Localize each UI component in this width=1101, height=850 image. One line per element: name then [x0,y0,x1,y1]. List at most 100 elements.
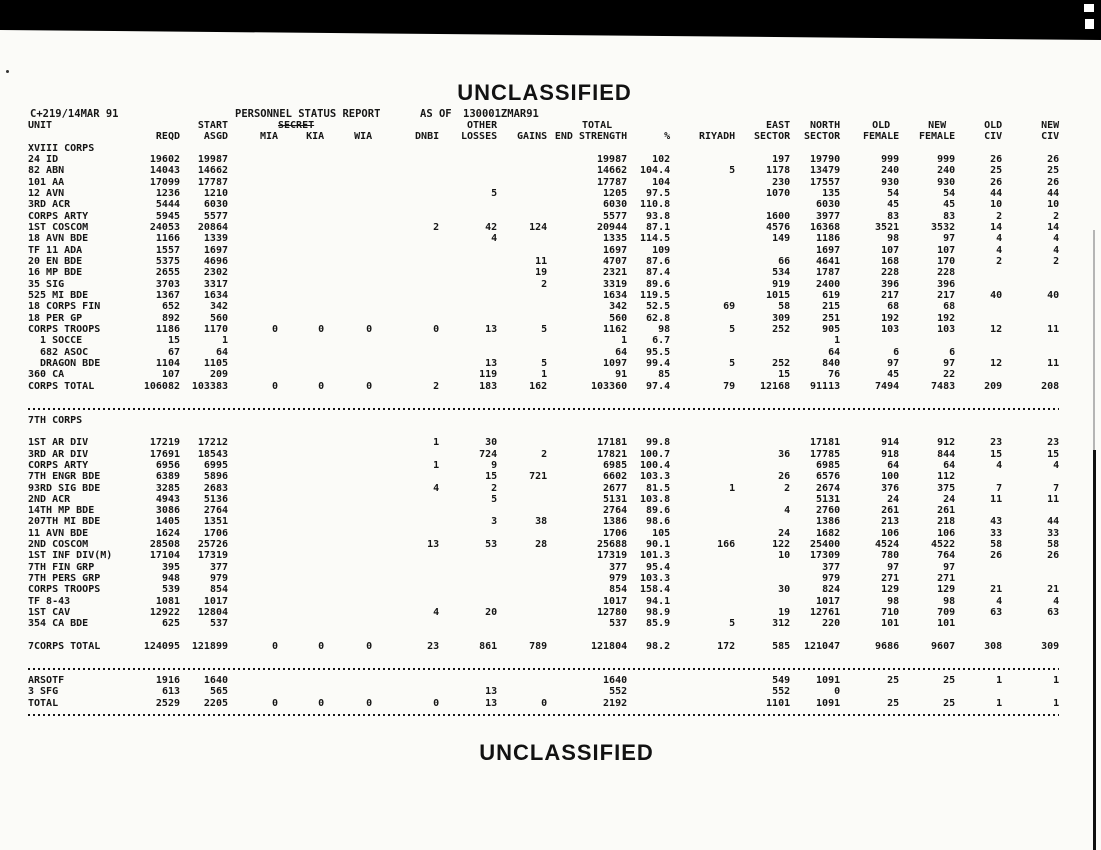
cell-losses: 119 [479,369,498,381]
cell-reqd: 107 [161,369,180,381]
cell-mia [228,290,278,301]
report-title: PERSONNEL STATUS REPORT [235,108,381,120]
cell-oldf: 83 [887,210,900,222]
cell-end: 2677 [603,482,628,494]
cell-newciv: 11 [1047,323,1060,335]
col-header-kia: KIA [306,131,325,143]
cell-pct: 109 [652,244,671,256]
cell-unit: 35 SIG [28,278,65,290]
cell-dnbi [372,301,439,312]
cell-east: 1101 [766,697,791,709]
cell-pct: 90.1 [646,539,671,551]
cell-oldciv: 23 [990,437,1003,449]
cell-pct: 105 [652,527,671,539]
cell-losses [439,313,497,324]
cell-kia [278,177,324,188]
cell-losses: 2 [491,482,498,494]
cell-unit: 14TH MP BDE [28,505,95,517]
cell-kia [278,562,324,573]
cell-riyadh [670,573,735,584]
cell-losses [439,290,497,301]
cell-wia [324,539,372,550]
cell-asgd: 19987 [197,153,228,165]
cell-unit: 3RD ACR [28,199,71,211]
spacer-row [28,652,1059,663]
table-row: 24 ID 19602 19987 19987 102 197 19790 999 999 26 2… [28,154,1059,165]
cell-reqd: 3703 [155,278,180,290]
cell-gains [497,199,547,210]
cell-wia [324,449,372,460]
cell-dnbi: 0 [433,323,440,335]
cell-north: 76 [828,369,841,381]
cell-wia: 0 [366,380,373,392]
cell-asgd: 18543 [197,448,228,460]
cell-reqd: 124095 [143,641,180,653]
cell-kia [278,256,324,267]
cell-asgd: 537 [209,618,228,630]
cell-reqd: 5444 [155,199,180,211]
cell-reqd: 1405 [155,516,180,528]
cell-east: 534 [772,267,791,279]
cell-north: 13479 [810,165,841,177]
col-header-asgd-top: START [197,120,228,131]
cell-wia [324,562,372,573]
cell-north: 121047 [804,641,841,653]
cell-end: 560 [609,312,628,324]
cell-mia [228,607,278,618]
cell-wia [324,437,372,448]
cell-dnbi: 0 [433,697,440,709]
cell-asgd: 6030 [203,199,228,211]
cell-dnbi [372,279,439,290]
cell-wia [324,596,372,607]
cell-unit: 1ST INF DIV(M) [28,550,113,562]
cell-pct: 158.4 [640,584,671,596]
cell-oldf: 45 [887,199,900,211]
cell-newf: 54 [943,187,956,199]
cell-north: 17557 [810,176,841,188]
cell-asgd: 1640 [203,675,228,687]
cell-east: 1600 [766,210,791,222]
cell-east: 24 [778,527,791,539]
cell-oldf: 101 [881,618,900,630]
cell-asgd: 17319 [197,550,228,562]
cell-oldciv: 63 [990,607,1003,619]
cell-asgd: 103383 [191,380,228,392]
cell-oldciv: 26 [990,176,1003,188]
cell-oldciv: 26 [990,153,1003,165]
cell-north: 1017 [816,595,841,607]
cell-kia [278,505,324,516]
cell-gains: 5 [541,357,548,369]
cell-riyadh [670,596,735,607]
col-header-oldf: FEMALE [863,131,900,143]
cell-unit: 354 CA BDE [28,618,89,630]
cell-mia [228,449,278,460]
cell-oldciv: 4 [996,595,1003,607]
cell-asgd: 565 [209,686,228,698]
cell-north: 135 [822,187,841,199]
cell-unit: 7TH PERS GRP [28,573,101,585]
cell-mia [228,347,278,358]
cell-north: 840 [822,357,841,369]
cell-riyadh [670,347,735,358]
cell-newciv: 21 [1047,584,1060,596]
cell-newf: 6 [949,346,956,358]
cell-oldciv: 12 [990,357,1003,369]
cell-asgd: 2205 [203,697,228,709]
cell-kia [278,449,324,460]
cell-newciv: 11 [1047,357,1060,369]
cell-kia [278,335,324,346]
cell-reqd: 2529 [155,697,180,709]
cell-gains [497,437,547,448]
col-header-north: SECTOR [804,131,841,143]
cell-newf: 930 [937,176,956,188]
col-header-end-top: TOTAL [582,120,613,131]
col-header-unit-top: UNIT [28,120,53,131]
cell-wia [324,584,372,595]
section-header-row: XVIII CORPS [28,143,1059,154]
cell-oldf: 106 [881,527,900,539]
cell-north: 1 [834,335,841,347]
cell-dnbi [372,528,439,539]
cell-pct: 85.9 [646,618,671,630]
cell-north: 5131 [816,493,841,505]
cell-kia [278,267,324,278]
